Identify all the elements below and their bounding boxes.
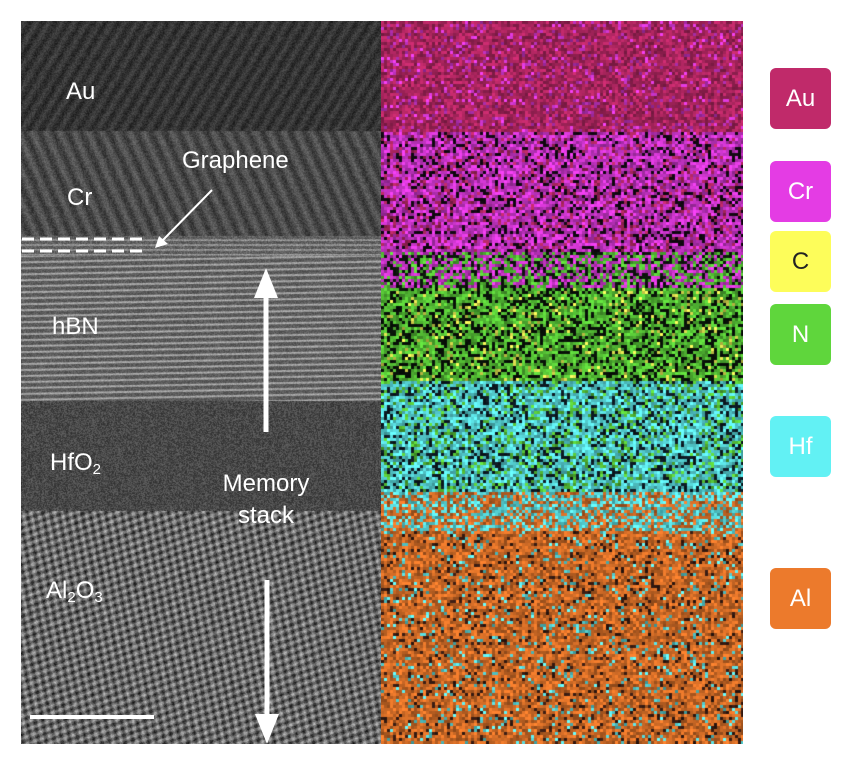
eds-elemental-map xyxy=(381,21,743,744)
legend-badge-cr: Cr xyxy=(770,161,831,222)
label-memory-stack-line2: stack xyxy=(237,502,294,529)
label-memory-stack-line1: Memory xyxy=(222,470,310,497)
legend-badge-n: N xyxy=(770,304,831,365)
label-memory-stack: Memory stack xyxy=(206,468,326,532)
graphene-pointer-arrowhead xyxy=(155,236,168,248)
label-al2o3-subscript-3: 3 xyxy=(94,589,103,606)
memory-stack-up-arrowhead xyxy=(254,268,278,298)
legend-badge-au: Au xyxy=(770,68,831,129)
memory-stack-down-arrowhead xyxy=(255,714,279,744)
label-hfo2-subscript: 2 xyxy=(92,461,102,478)
label-hbn: hBN xyxy=(52,313,99,340)
label-al2o3: Al2O3 xyxy=(46,577,103,606)
label-graphene: Graphene xyxy=(182,147,289,174)
label-al2o3-o: O xyxy=(75,577,95,604)
legend-badge-c: C xyxy=(770,231,831,292)
legend-badge-hf: Hf xyxy=(770,416,831,477)
legend-badge-al: Al xyxy=(770,568,831,629)
tem-image xyxy=(21,21,381,744)
label-cr: Cr xyxy=(67,184,93,211)
graphene-pointer-line xyxy=(161,189,213,242)
label-au: Au xyxy=(66,78,96,105)
label-al2o3-al: Al xyxy=(46,577,68,604)
label-hfo2-base: HfO xyxy=(50,449,93,476)
label-al2o3-subscript-2: 2 xyxy=(67,589,76,606)
label-hfo2: HfO2 xyxy=(50,449,102,478)
